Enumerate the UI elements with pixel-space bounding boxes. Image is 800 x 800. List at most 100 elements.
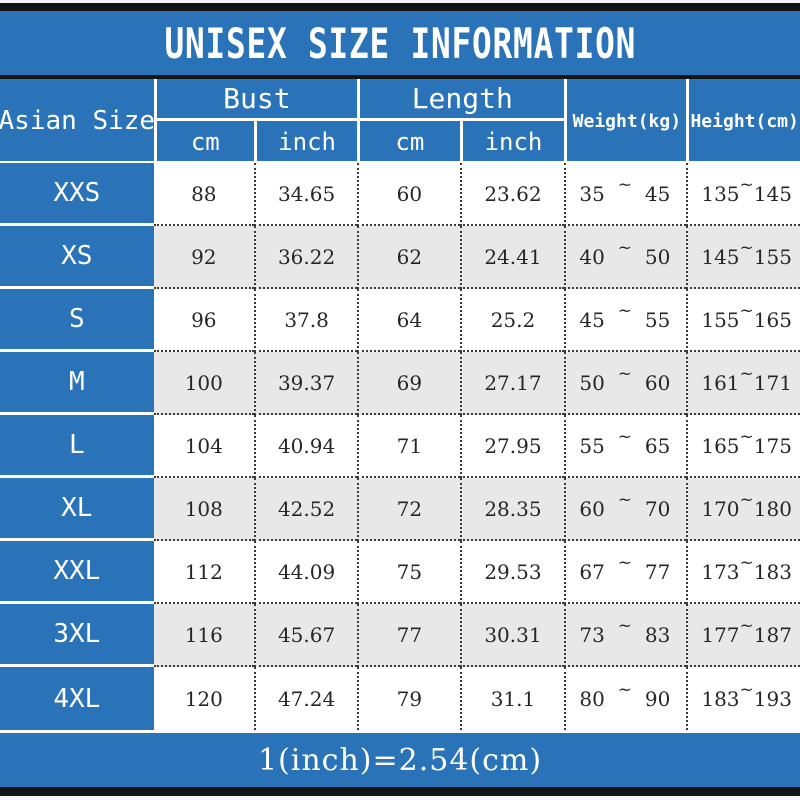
bust-cm-value: 120	[153, 667, 254, 730]
weight-min-value: 35	[579, 181, 605, 206]
col-header-length-cm: cm	[357, 121, 459, 163]
bust-cm-value: 108	[153, 478, 254, 541]
height-range: 145 ~ 155	[686, 226, 800, 289]
tilde-symbol: ~	[739, 426, 754, 447]
bust-inch-value: 34.65	[253, 163, 358, 226]
size-label: XXL	[0, 541, 154, 604]
col-header-asian-size: Asian Size	[0, 106, 156, 136]
table-row: XXL 112 44.09 75 29.53 67 ~ 77 173 ~ 183	[0, 541, 800, 604]
size-label: 3XL	[0, 604, 154, 667]
col-header-bust-inch: inch	[253, 121, 357, 163]
table-header: Asian Size Bust Length Weight(kg) Height…	[0, 79, 800, 163]
weight-min-value: 50	[579, 370, 605, 395]
weight-max-value: 65	[644, 433, 671, 458]
length-inch-value: 25.2	[459, 289, 565, 352]
height-max-value: 187	[753, 622, 792, 647]
length-inch-value: 31.1	[459, 667, 565, 730]
height-range: 165 ~ 175	[686, 415, 800, 478]
table-row: M 100 39.37 69 27.17 50 ~ 60 161 ~ 171	[0, 352, 800, 415]
weight-min-value: 73	[579, 622, 605, 647]
weight-min-value: 67	[579, 559, 605, 584]
length-inch-value: 27.95	[459, 415, 565, 478]
top-white-strip	[0, 0, 800, 3]
col-header-bust: Bust	[153, 79, 358, 121]
tilde-symbol: ~	[739, 489, 754, 510]
length-cm-value: 72	[357, 478, 460, 541]
height-max-value: 165	[753, 307, 792, 332]
bust-inch-value: 36.22	[253, 226, 358, 289]
bust-inch-value: 44.09	[253, 541, 358, 604]
height-min-value: 183	[701, 686, 740, 711]
table-row: XS 92 36.22 62 24.41 40 ~ 50 145 ~ 155	[0, 226, 800, 289]
title-band: UNISEX SIZE INFORMATION	[0, 11, 800, 75]
height-max-value: 183	[753, 559, 792, 584]
weight-range: 45 ~ 55	[564, 289, 687, 352]
table-row: L 104 40.94 71 27.95 55 ~ 65 165 ~ 175	[0, 415, 800, 478]
tilde-symbol: ~	[739, 363, 754, 384]
tilde-symbol: ~	[617, 300, 632, 321]
table-row: XL 108 42.52 72 28.35 60 ~ 70 170 ~ 180	[0, 478, 800, 541]
size-label: XS	[0, 226, 154, 289]
length-inch-value: 24.41	[459, 226, 565, 289]
weight-max-value: 45	[644, 181, 671, 206]
length-cm-value: 75	[357, 541, 460, 604]
bust-inch-value: 39.37	[253, 352, 358, 415]
col-header-length: Length	[357, 79, 565, 121]
height-max-value: 171	[753, 370, 792, 395]
weight-range: 40 ~ 50	[564, 226, 687, 289]
table-row: 3XL 116 45.67 77 30.31 73 ~ 83 177 ~ 187	[0, 604, 800, 667]
height-min-value: 177	[701, 622, 740, 647]
tilde-symbol: ~	[617, 552, 632, 573]
top-black-bar	[0, 3, 800, 11]
bust-inch-value: 37.8	[253, 289, 358, 352]
bust-cm-value: 96	[153, 289, 254, 352]
weight-max-value: 60	[644, 370, 671, 395]
tilde-symbol: ~	[617, 615, 632, 636]
height-min-value: 145	[701, 244, 740, 269]
weight-min-value: 80	[579, 686, 605, 711]
tilde-symbol: ~	[617, 237, 632, 258]
weight-range: 80 ~ 90	[564, 667, 687, 730]
size-label: M	[0, 352, 154, 415]
height-max-value: 155	[753, 244, 792, 269]
weight-min-value: 40	[579, 244, 605, 269]
height-max-value: 193	[753, 686, 792, 711]
tilde-symbol: ~	[739, 300, 754, 321]
height-range: 183 ~ 193	[686, 667, 800, 730]
weight-max-value: 90	[644, 686, 671, 711]
tilde-symbol: ~	[739, 174, 754, 195]
table-row: XXS 88 34.65 60 23.62 35 ~ 45 135 ~ 145	[0, 163, 800, 226]
tilde-symbol: ~	[739, 552, 754, 573]
size-label: L	[0, 415, 154, 478]
table-row: S 96 37.8 64 25.2 45 ~ 55 155 ~ 165	[0, 289, 800, 352]
size-label: S	[0, 289, 154, 352]
col-header-height: Height(cm)	[686, 79, 800, 163]
length-cm-value: 77	[357, 604, 460, 667]
tilde-symbol: ~	[617, 426, 632, 447]
weight-max-value: 50	[644, 244, 671, 269]
height-range: 155 ~ 165	[686, 289, 800, 352]
length-cm-value: 62	[357, 226, 460, 289]
height-min-value: 170	[701, 496, 740, 521]
conversion-note: 1(inch)=2.54(cm)	[257, 742, 543, 778]
col-header-bust-cm: cm	[153, 121, 254, 163]
length-inch-value: 30.31	[459, 604, 565, 667]
height-max-value: 180	[753, 496, 792, 521]
height-range: 177 ~ 187	[686, 604, 800, 667]
height-range: 170 ~ 180	[686, 478, 800, 541]
height-max-value: 145	[753, 181, 792, 206]
col-header-weight: Weight(kg)	[564, 79, 686, 163]
weight-range: 35 ~ 45	[564, 163, 687, 226]
tilde-symbol: ~	[617, 174, 632, 195]
bust-cm-value: 104	[153, 415, 254, 478]
weight-min-value: 60	[579, 496, 605, 521]
bust-inch-value: 47.24	[253, 667, 358, 730]
footer-band: 1(inch)=2.54(cm)	[0, 730, 800, 787]
bust-cm-value: 100	[153, 352, 254, 415]
weight-range: 73 ~ 83	[564, 604, 687, 667]
height-min-value: 165	[701, 433, 740, 458]
length-cm-value: 71	[357, 415, 460, 478]
height-min-value: 161	[701, 370, 740, 395]
height-min-value: 173	[701, 559, 740, 584]
bust-inch-value: 42.52	[253, 478, 358, 541]
